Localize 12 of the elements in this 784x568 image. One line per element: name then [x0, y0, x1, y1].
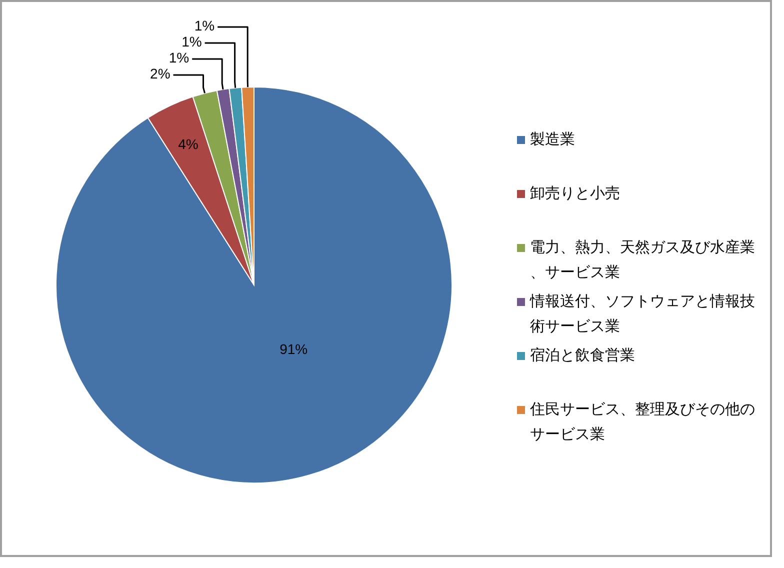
data-label: 4%	[178, 136, 198, 152]
legend-label: 住民サービス、整理及びその他のサービス業	[529, 400, 755, 443]
legend-label: 電力、熱力、天然ガス及び水産業、サービス業	[530, 238, 755, 281]
legend-label: 情報送付、ソフトウェアと情報技術サービス業	[529, 292, 755, 335]
legend-label: 卸売りと小売	[530, 184, 620, 202]
legend-label: 宿泊と飲食営業	[530, 346, 635, 364]
data-label: 91%	[280, 341, 308, 358]
data-label: 1%	[182, 34, 202, 50]
legend-label: 製造業	[530, 130, 575, 148]
data-label: 2%	[150, 66, 170, 82]
data-label: 1%	[168, 50, 190, 66]
data-label: 1%	[194, 18, 215, 34]
